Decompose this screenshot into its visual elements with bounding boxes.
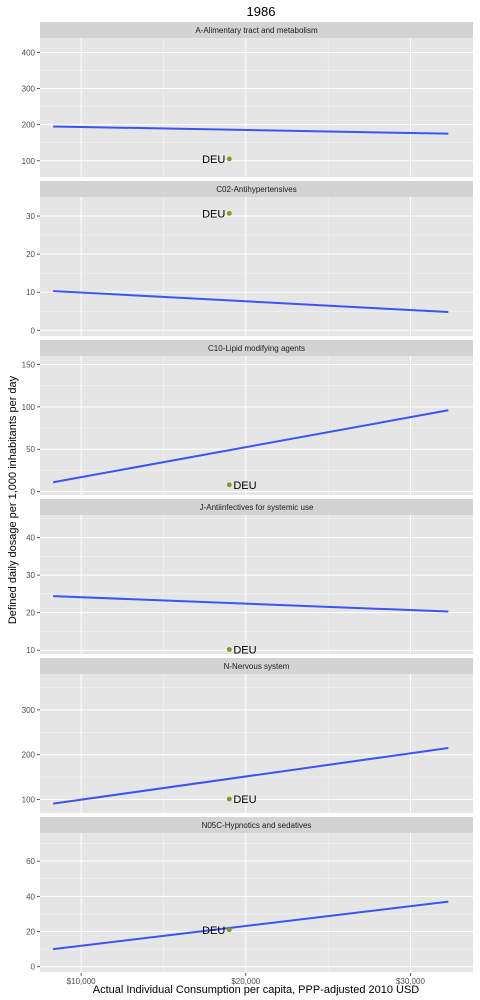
panel-background bbox=[40, 515, 473, 654]
y-tick-label: 100 bbox=[22, 157, 36, 166]
data-point bbox=[226, 796, 232, 802]
facet-strip bbox=[40, 658, 473, 674]
x-axis-ticks: $10,000 $20,000 $30,000 bbox=[67, 973, 425, 986]
y-tick-label: 200 bbox=[22, 751, 36, 760]
trend-line bbox=[53, 595, 449, 613]
y-tick-label: 400 bbox=[22, 48, 36, 57]
y-tick-label: 50 bbox=[26, 445, 35, 454]
facet-strip bbox=[40, 181, 473, 197]
data-point-label: DEU bbox=[202, 208, 225, 220]
facet-strip-label: A-Alimentary tract and metabolism bbox=[195, 26, 318, 35]
y-tick-label: 100 bbox=[22, 403, 36, 412]
data-point-label: DEU bbox=[233, 480, 256, 492]
data-point bbox=[226, 927, 232, 933]
facet-strip-label: N-Nervous system bbox=[224, 662, 290, 671]
x-tick-label: $20,000 bbox=[231, 977, 260, 986]
facet-strip-label: C10-Lipid modifying agents bbox=[208, 344, 305, 353]
chart-title: 1986 bbox=[247, 4, 276, 19]
y-tick-label: 10 bbox=[26, 288, 35, 297]
facet-strip bbox=[40, 817, 473, 833]
data-point-label: DEU bbox=[233, 644, 256, 656]
y-tick-label: 0 bbox=[31, 963, 36, 972]
y-tick-label: 40 bbox=[26, 534, 35, 543]
trend-line bbox=[53, 290, 449, 314]
y-tick-label: 200 bbox=[22, 121, 36, 130]
y-tick-label: 100 bbox=[22, 796, 36, 805]
panel-background bbox=[40, 197, 473, 336]
data-point bbox=[226, 156, 232, 162]
facet-strip-label: N05C-Hypnotics and sedatives bbox=[202, 821, 312, 830]
data-point bbox=[226, 482, 232, 488]
facet-panel: J-Antiinfectives for systemic use 10 20 30 4… bbox=[26, 499, 473, 656]
y-tick-label: 30 bbox=[26, 212, 35, 221]
panel-background bbox=[40, 833, 473, 972]
trend-line bbox=[53, 900, 449, 951]
y-tick-label: 30 bbox=[26, 571, 35, 580]
trend-line bbox=[53, 125, 449, 135]
facet-panels: A-Alimentary tract and metabolism1002003… bbox=[22, 22, 473, 972]
y-tick-label: 300 bbox=[22, 706, 36, 715]
facet-strip bbox=[40, 340, 473, 356]
facet-panel: A-Alimentary tract and metabolism 100 200 3… bbox=[22, 22, 473, 177]
y-tick-label: 60 bbox=[26, 857, 35, 866]
y-tick-label: 150 bbox=[22, 360, 36, 369]
y-tick-label: 0 bbox=[31, 326, 36, 335]
panel-background bbox=[40, 38, 473, 177]
y-tick-label: 10 bbox=[26, 646, 35, 655]
x-axis-title: Actual Individual Consumption per capita… bbox=[93, 984, 420, 996]
panel-background bbox=[40, 674, 473, 813]
data-point-label: DEU bbox=[202, 154, 225, 166]
panel-background bbox=[40, 356, 473, 495]
facet-panel: C10-Lipid modifying agents 0 50 100 150 DEU bbox=[22, 340, 473, 497]
facet-strip bbox=[40, 22, 473, 38]
facet-strip-label: J-Antiinfectives for systemic use bbox=[200, 503, 314, 512]
data-point bbox=[226, 210, 232, 216]
trend-line bbox=[52, 409, 449, 484]
x-tick-label: $30,000 bbox=[396, 977, 425, 986]
facet-strip bbox=[40, 499, 473, 515]
y-tick-label: 300 bbox=[22, 85, 36, 94]
facet-panel: N-Nervous system 100 200 300 DEU bbox=[22, 658, 473, 813]
y-tick-label: 0 bbox=[31, 488, 36, 497]
y-tick-label: 20 bbox=[26, 928, 35, 937]
facet-strip-label: C02-Antihypertensives bbox=[216, 185, 296, 194]
facet-panel: C02-Antihypertensives 0 10 20 30 DEU bbox=[26, 181, 473, 336]
y-tick-label: 20 bbox=[26, 609, 35, 618]
x-tick-label: $10,000 bbox=[67, 977, 96, 986]
data-point-label: DEU bbox=[202, 925, 225, 937]
y-tick-label: 20 bbox=[26, 250, 35, 259]
data-point bbox=[226, 647, 232, 652]
trend-line bbox=[53, 746, 449, 805]
facet-panel: N05C-Hypnotics and sedatives 0 20 40 60 DEU bbox=[26, 817, 473, 972]
data-point-label: DEU bbox=[233, 794, 256, 806]
y-tick-label: 40 bbox=[26, 892, 35, 901]
y-axis-title: Defined daily dosage per 1,000 inhabitan… bbox=[7, 375, 19, 624]
